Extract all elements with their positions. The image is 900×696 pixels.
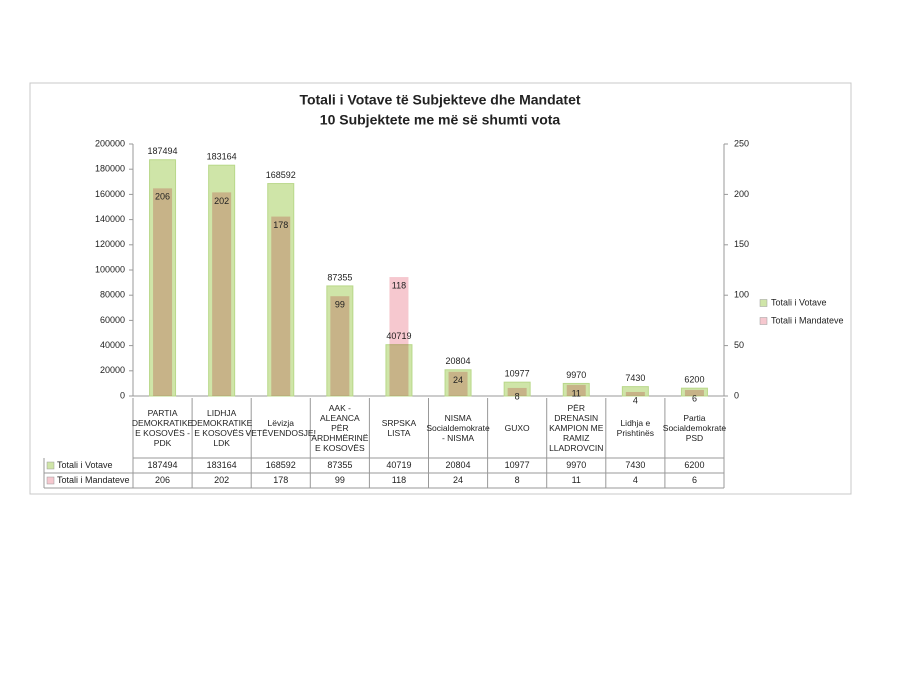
data-label: 8 bbox=[515, 391, 520, 401]
x-tick-label: Partia Socialdemokrate PSD bbox=[662, 413, 727, 443]
data-label: 7430 bbox=[625, 373, 645, 383]
y2-tick-label: 0 bbox=[734, 390, 739, 400]
x-tick-label: AAK - ALEANCA PËR ARDHMËRINË E KOSOVËS bbox=[311, 403, 369, 453]
y-tick-label: 20000 bbox=[100, 365, 125, 375]
table-value: 9970 bbox=[566, 460, 586, 470]
bar bbox=[212, 192, 232, 396]
y-tick-label: 100000 bbox=[95, 264, 125, 274]
legend-label: Totali i Mandateve bbox=[771, 315, 844, 325]
table-value: 20804 bbox=[446, 460, 471, 470]
table-value: 24 bbox=[453, 475, 463, 485]
x-tick-label: GUXO bbox=[504, 423, 530, 433]
x-tick-label: Lëvizja VETËVENDOSJE! bbox=[245, 418, 316, 438]
bar bbox=[448, 371, 468, 396]
data-label: 168592 bbox=[266, 170, 296, 180]
table-value: 178 bbox=[273, 475, 288, 485]
table-value: 10977 bbox=[505, 460, 530, 470]
legend-key bbox=[759, 317, 768, 325]
table-value: 6200 bbox=[684, 460, 704, 470]
data-label: 187494 bbox=[148, 146, 178, 156]
data-label: 11 bbox=[572, 388, 581, 398]
bar bbox=[625, 391, 645, 396]
table-value: 168592 bbox=[266, 460, 296, 470]
bar bbox=[330, 296, 350, 396]
table-value: 11 bbox=[572, 475, 581, 485]
data-label: 20804 bbox=[446, 356, 471, 366]
table-series-name: Totali i Votave bbox=[57, 460, 113, 470]
table-value: 202 bbox=[214, 475, 229, 485]
data-label: 6 bbox=[692, 393, 697, 403]
data-label: 24 bbox=[453, 375, 463, 385]
table-value: 99 bbox=[335, 475, 345, 485]
data-label: 6200 bbox=[684, 375, 704, 385]
y-tick-label: 60000 bbox=[100, 315, 125, 325]
legend-key bbox=[759, 299, 768, 307]
data-label: 118 bbox=[392, 280, 406, 290]
y2-tick-label: 200 bbox=[734, 189, 749, 199]
table-value: 87355 bbox=[327, 460, 352, 470]
y-tick-label: 200000 bbox=[95, 138, 125, 148]
table-value: 7430 bbox=[625, 460, 645, 470]
x-tick-label: SRPSKA LISTA bbox=[381, 418, 417, 438]
y-tick-label: 140000 bbox=[95, 214, 125, 224]
data-label: 9970 bbox=[566, 370, 586, 380]
bar bbox=[153, 188, 173, 396]
table-key bbox=[46, 476, 55, 485]
table-value: 4 bbox=[633, 475, 638, 485]
data-label: 99 bbox=[335, 300, 345, 310]
table-value: 6 bbox=[692, 475, 697, 485]
data-label: 10977 bbox=[505, 369, 530, 379]
y-tick-label: 0 bbox=[120, 390, 125, 400]
table-series-name: Totali i Mandateve bbox=[57, 475, 130, 485]
data-label: 4 bbox=[633, 395, 638, 405]
legend-label: Totali i Votave bbox=[771, 297, 827, 307]
x-tick-label: NISMA Socialdemokrate - NISMA bbox=[426, 413, 490, 443]
data-label: 178 bbox=[273, 220, 288, 230]
bar bbox=[271, 216, 291, 396]
table-value: 40719 bbox=[386, 460, 411, 470]
table-value: 183164 bbox=[207, 460, 237, 470]
table-value: 8 bbox=[515, 475, 520, 485]
bar bbox=[389, 277, 409, 396]
y2-tick-label: 250 bbox=[734, 138, 749, 148]
y2-tick-label: 100 bbox=[734, 290, 749, 300]
data-label: 206 bbox=[155, 192, 170, 202]
x-tick-label: PËR DRENASIN KAMPION ME RAMIZ LLADROVCIN bbox=[549, 403, 604, 453]
table-value: 187494 bbox=[148, 460, 178, 470]
y-tick-label: 180000 bbox=[95, 164, 125, 174]
y-tick-label: 80000 bbox=[100, 290, 125, 300]
y-tick-label: 160000 bbox=[95, 189, 125, 199]
chart-subtitle: 10 Subjektete me më së shumti vota bbox=[320, 112, 561, 128]
data-label: 87355 bbox=[327, 272, 352, 282]
table-value: 118 bbox=[392, 475, 406, 485]
y2-tick-label: 50 bbox=[734, 340, 744, 350]
x-tick-label: PARTIA DEMOKRATIKE E KOSOVËS - PDK bbox=[131, 408, 194, 448]
chart-title: Totali i Votave të Subjekteve dhe Mandat… bbox=[299, 92, 580, 108]
x-tick-label: LIDHJA DEMOKRATIKE E KOSOVËS - LDK bbox=[191, 408, 253, 448]
data-label: 202 bbox=[214, 196, 229, 206]
table-value: 206 bbox=[155, 475, 170, 485]
bar bbox=[684, 389, 704, 396]
y-tick-label: 40000 bbox=[100, 340, 125, 350]
x-tick-label: Lidhja e Prishtinës bbox=[616, 418, 654, 438]
bar bbox=[566, 384, 586, 396]
y2-tick-label: 150 bbox=[734, 239, 749, 249]
y-tick-label: 120000 bbox=[95, 239, 125, 249]
table-key bbox=[46, 461, 55, 470]
data-label: 183164 bbox=[207, 152, 237, 162]
bar bbox=[507, 387, 527, 396]
